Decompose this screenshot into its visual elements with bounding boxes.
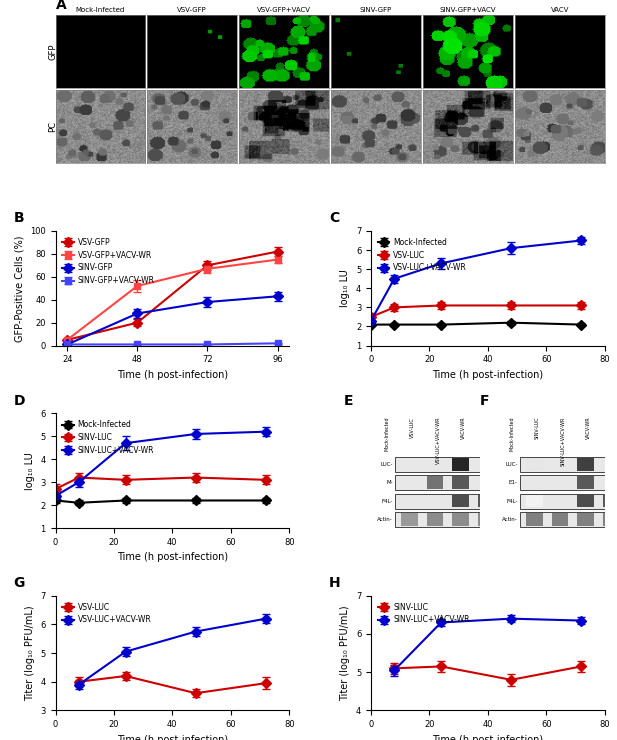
Text: A: A — [56, 0, 66, 12]
Text: B: B — [14, 211, 24, 225]
Bar — [395, 457, 479, 472]
Y-axis label: Titer (log₁₀ PFU/mL): Titer (log₁₀ PFU/mL) — [25, 605, 35, 701]
Bar — [526, 513, 542, 525]
Text: Actin-: Actin- — [502, 517, 518, 522]
Bar — [526, 495, 542, 508]
Bar — [395, 494, 479, 508]
Bar — [478, 513, 495, 525]
Bar — [395, 512, 479, 527]
Legend: VSV-LUC, VSV-LUC+VACV-WR: VSV-LUC, VSV-LUC+VACV-WR — [59, 599, 154, 628]
Y-axis label: log₁₀ LU: log₁₀ LU — [25, 452, 35, 490]
Title: SINV-GFP: SINV-GFP — [360, 7, 392, 13]
Y-axis label: GFP: GFP — [48, 43, 57, 60]
Y-axis label: Titer (log₁₀ PFU/mL): Titer (log₁₀ PFU/mL) — [341, 605, 350, 701]
Text: D: D — [14, 394, 25, 408]
Bar — [452, 477, 469, 489]
X-axis label: Time (h post-infection): Time (h post-infection) — [117, 370, 228, 380]
Text: G: G — [14, 576, 25, 590]
Text: Mock-Infected: Mock-Infected — [384, 417, 389, 451]
Title: SINV-GFP+VACV: SINV-GFP+VACV — [440, 7, 496, 13]
Text: E1-: E1- — [509, 480, 518, 485]
Y-axis label: log₁₀ LU: log₁₀ LU — [341, 269, 350, 307]
Bar — [603, 513, 617, 525]
Text: VACV-WR: VACV-WR — [462, 417, 466, 440]
Bar — [520, 512, 605, 527]
Text: SINV-LUC: SINV-LUC — [535, 417, 540, 440]
Bar — [603, 495, 617, 508]
Bar — [520, 475, 605, 490]
Text: M-: M- — [386, 480, 393, 485]
Bar — [452, 458, 469, 471]
Text: VSV-LUC+VACV-WR: VSV-LUC+VACV-WR — [436, 417, 441, 464]
Bar — [426, 513, 443, 525]
Text: H: H — [329, 576, 341, 590]
Bar — [578, 513, 594, 525]
Text: F4L-: F4L- — [381, 499, 393, 503]
Title: VSV-GFP: VSV-GFP — [177, 7, 207, 13]
Legend: Mock-Infected, SINV-LUC, SINV-LUC+VACV-WR: Mock-Infected, SINV-LUC, SINV-LUC+VACV-W… — [59, 417, 157, 458]
Text: VACV-WR: VACV-WR — [586, 417, 591, 440]
Bar — [578, 495, 594, 508]
Bar — [395, 475, 479, 490]
Title: Mock-Infected: Mock-Infected — [75, 7, 125, 13]
X-axis label: Time (h post-infection): Time (h post-infection) — [433, 735, 544, 740]
Y-axis label: PC: PC — [48, 121, 57, 132]
Text: Actin-: Actin- — [377, 517, 393, 522]
X-axis label: Time (h post-infection): Time (h post-infection) — [117, 552, 228, 562]
Title: VSV-GFP+VACV: VSV-GFP+VACV — [257, 7, 311, 13]
Bar — [401, 513, 418, 525]
Text: E: E — [344, 394, 354, 408]
Text: Mock-Infected: Mock-Infected — [510, 417, 515, 451]
Bar — [578, 458, 594, 471]
Text: VSV-LUC: VSV-LUC — [410, 417, 415, 437]
Bar — [520, 494, 605, 508]
Title: VACV: VACV — [551, 7, 569, 13]
Text: F4L-: F4L- — [506, 499, 518, 503]
Text: LUC-: LUC- — [380, 462, 393, 467]
Bar — [426, 477, 443, 489]
Legend: SINV-LUC, SINV-LUC+VACV-WR: SINV-LUC, SINV-LUC+VACV-WR — [375, 599, 473, 628]
Bar — [578, 477, 594, 489]
Legend: VSV-GFP, VSV-GFP+VACV-WR, SINV-GFP, SINV-GFP+VACV-WR: VSV-GFP, VSV-GFP+VACV-WR, SINV-GFP, SINV… — [59, 235, 158, 289]
Bar — [478, 495, 495, 508]
Text: LUC-: LUC- — [505, 462, 518, 467]
Bar — [526, 458, 542, 471]
X-axis label: Time (h post-infection): Time (h post-infection) — [433, 370, 544, 380]
Bar — [552, 513, 568, 525]
X-axis label: Time (h post-infection): Time (h post-infection) — [117, 735, 228, 740]
Text: C: C — [329, 211, 339, 225]
Legend: Mock-Infected, VSV-LUC, VSV-LUC+VACV-WR: Mock-Infected, VSV-LUC, VSV-LUC+VACV-WR — [375, 235, 470, 275]
Text: F: F — [479, 394, 489, 408]
Bar — [452, 513, 469, 525]
Bar — [520, 457, 605, 472]
Text: SINV-LUC+VACV-WR: SINV-LUC+VACV-WR — [561, 417, 566, 466]
Y-axis label: GFP-Positive Cells (%): GFP-Positive Cells (%) — [15, 235, 25, 342]
Bar — [452, 495, 469, 508]
